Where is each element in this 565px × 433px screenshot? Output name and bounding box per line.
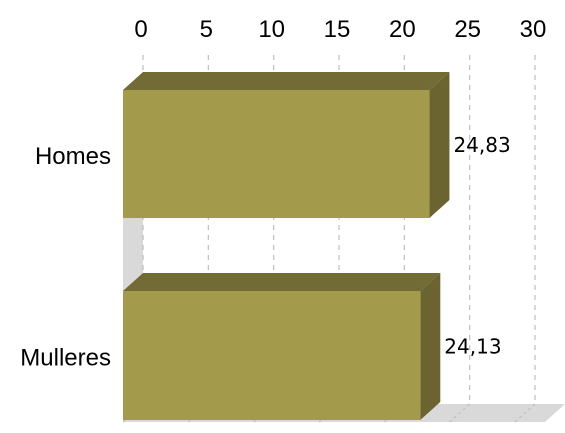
- gridline-floor: [514, 403, 536, 423]
- x-tick-label: 0: [134, 16, 147, 43]
- bar-front-face: [123, 90, 430, 218]
- data-label: 24,83: [453, 133, 510, 157]
- bar-top-face: [123, 273, 441, 291]
- x-tick-label: 10: [258, 16, 285, 43]
- bar-side-face: [420, 273, 441, 420]
- bar-top-face: [123, 72, 450, 90]
- bar: [123, 72, 450, 218]
- x-tick-label: 30: [520, 16, 547, 43]
- x-tick-label: 20: [389, 16, 416, 43]
- bar-front-face: [123, 291, 421, 420]
- category-label: Mulleres: [20, 345, 111, 372]
- category-label: Homes: [35, 143, 111, 170]
- x-tick-label: 5: [200, 16, 213, 43]
- x-tick-label: 15: [324, 16, 351, 43]
- data-label: 24,13: [444, 335, 501, 359]
- bar: [123, 273, 441, 420]
- gridline-floor: [449, 403, 471, 423]
- bar-side-face: [429, 72, 450, 218]
- x-tick-label: 25: [454, 16, 481, 43]
